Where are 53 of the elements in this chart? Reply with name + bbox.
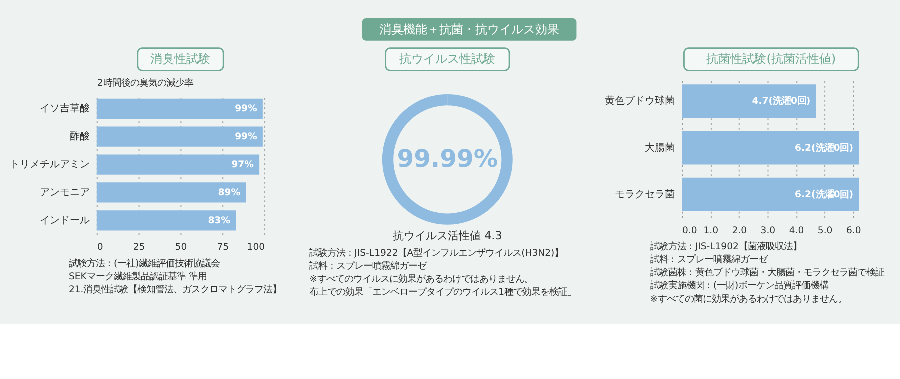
x-tick-label: 3.0	[760, 225, 776, 236]
x-tick-label: 6.0	[846, 225, 862, 236]
bar	[96, 98, 263, 119]
data-label: 4.7(洗濯0回)	[752, 96, 811, 108]
x-tick-label: 5.0	[818, 225, 833, 236]
text: 試料 : スプレー噴霧綿ガーゼ	[310, 261, 428, 272]
y-tick-label: アンモニア	[40, 186, 90, 199]
data-label: 6.2(洗濯0回)	[795, 142, 854, 154]
data-label: 99%	[235, 104, 258, 115]
text: 試験方法 : JIS-L1922【A型インフルエンザウイルス(H3N2)】	[310, 248, 564, 260]
text: 21.消臭性試験【検知管法、ガスクロマトグラフ法】	[68, 284, 282, 296]
x-tick-label: 4.0	[789, 225, 804, 236]
donut-slice	[382, 94, 513, 225]
x-tick-label: 0.0	[682, 225, 698, 236]
y-axis-title: 2時間後の臭気の減少率	[97, 78, 194, 90]
text: 試験方法 : (一社)繊維評価技術協議会	[68, 258, 220, 270]
x-tick-label: 1.0	[704, 225, 719, 236]
text: SEKマーク繊維製品認証基準 準用	[68, 271, 207, 282]
text: 抗ウイルス活性値 4.3	[393, 229, 502, 242]
x-tick-label: 100	[247, 242, 266, 254]
bar	[96, 210, 236, 231]
chart-subtitle: 抗ウイルス性試験	[400, 52, 496, 66]
y-tick-label: インドール	[40, 214, 90, 226]
data-label: 89%	[218, 188, 242, 199]
chart-subtitle: 消臭性試験	[150, 52, 211, 66]
x-tick-label: 50	[175, 242, 188, 254]
bar	[96, 126, 263, 147]
y-tick-label: 大腸菌	[645, 142, 676, 154]
x-tick-label: 2.0	[732, 225, 748, 236]
text: ※すべてのウイルスに効果があるわけではありません。	[310, 274, 534, 286]
bar	[96, 182, 246, 203]
data-label: 83%	[208, 215, 232, 226]
x-tick-label: 75	[217, 242, 230, 254]
x-tick-label: 0	[97, 242, 104, 254]
text: 試験実施機関 : (一財)ボーケン品質評価機構	[650, 280, 829, 292]
y-tick-label: トリメチルアミン	[10, 158, 90, 171]
chart-title: 消臭機能＋抗菌・抗ウイルス効果	[380, 22, 560, 36]
data-label: 99.99%	[397, 145, 498, 174]
data-label: 6.2(洗濯0回)	[795, 189, 854, 200]
bar	[96, 154, 260, 175]
text: 布上での効果「エンベロープタイプのウイルス1種で効果を検証」	[310, 287, 577, 298]
data-label: 97%	[232, 160, 255, 171]
text: 試料 : スプレー噴霧綿ガーゼ	[650, 254, 768, 266]
x-tick-label: 25	[133, 242, 146, 254]
y-tick-label: 酢酸	[70, 130, 90, 143]
y-tick-label: モラクセラ菌	[615, 188, 676, 200]
chart-subtitle: 抗菌性試験(抗菌活性値)	[706, 52, 836, 66]
text: 試験方法 : JIS-L1902【菌液吸収法】	[650, 242, 802, 253]
text: 試験菌株 : 黄色ブドウ球菌・大腸菌・モラクセラ菌で検証	[650, 268, 884, 279]
data-label: 99%	[235, 132, 258, 143]
y-tick-label: イソ吉草酸	[40, 102, 90, 115]
y-tick-label: 黄色ブドウ球菌	[605, 95, 676, 108]
text: ※すべての菌に効果があるわけではありません。	[650, 294, 848, 305]
